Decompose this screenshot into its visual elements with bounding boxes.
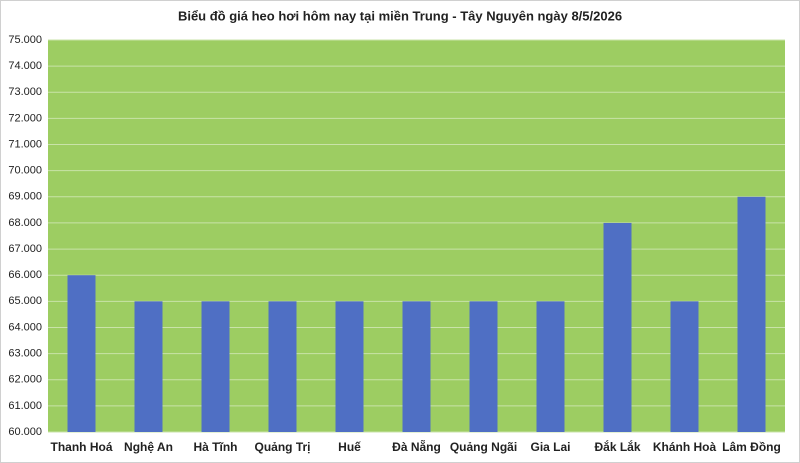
y-tick-label: 66.000 — [8, 269, 42, 281]
chart-title: Biểu đồ giá heo hơi hôm nay tại miền Tru… — [178, 8, 622, 23]
x-tick-label: Gia Lai — [530, 440, 570, 454]
y-tick-label: 74.000 — [8, 60, 42, 72]
bar — [536, 301, 565, 432]
x-tick-label: Thanh Hoá — [51, 440, 113, 454]
bar — [335, 301, 364, 432]
y-tick-label: 72.000 — [8, 112, 42, 124]
y-tick-label: 60.000 — [8, 426, 42, 438]
x-tick-label: Huế — [338, 440, 361, 454]
bar — [67, 275, 96, 432]
x-tick-label: Đắk Lắk — [594, 439, 640, 454]
bar — [134, 301, 163, 432]
x-tick-label: Quảng Ngãi — [450, 440, 517, 454]
x-tick-label: Đà Nẵng — [392, 439, 441, 454]
y-tick-label: 69.000 — [8, 191, 42, 203]
x-tick-label: Lâm Đồng — [722, 440, 781, 454]
y-tick-label: 61.000 — [8, 400, 42, 412]
y-tick-label: 65.000 — [8, 295, 42, 307]
y-tick-label: 62.000 — [8, 374, 42, 386]
x-tick-label: Khánh Hoà — [653, 440, 717, 454]
bar — [201, 301, 230, 432]
x-tick-label: Quảng Trị — [254, 440, 310, 454]
x-tick-label: Hà Tĩnh — [194, 440, 238, 454]
bar — [402, 301, 431, 432]
y-tick-label: 71.000 — [8, 138, 42, 150]
y-tick-label: 73.000 — [8, 86, 42, 98]
bar — [268, 301, 297, 432]
bar — [737, 196, 766, 432]
bar — [670, 301, 699, 432]
y-tick-label: 63.000 — [8, 348, 42, 360]
y-tick-label: 67.000 — [8, 243, 42, 255]
y-tick-label: 68.000 — [8, 217, 42, 229]
x-tick-label: Nghệ An — [124, 440, 173, 454]
y-tick-label: 75.000 — [8, 34, 42, 46]
y-tick-label: 70.000 — [8, 165, 42, 177]
bar — [469, 301, 498, 432]
bar — [603, 222, 632, 432]
y-tick-label: 64.000 — [8, 321, 42, 333]
